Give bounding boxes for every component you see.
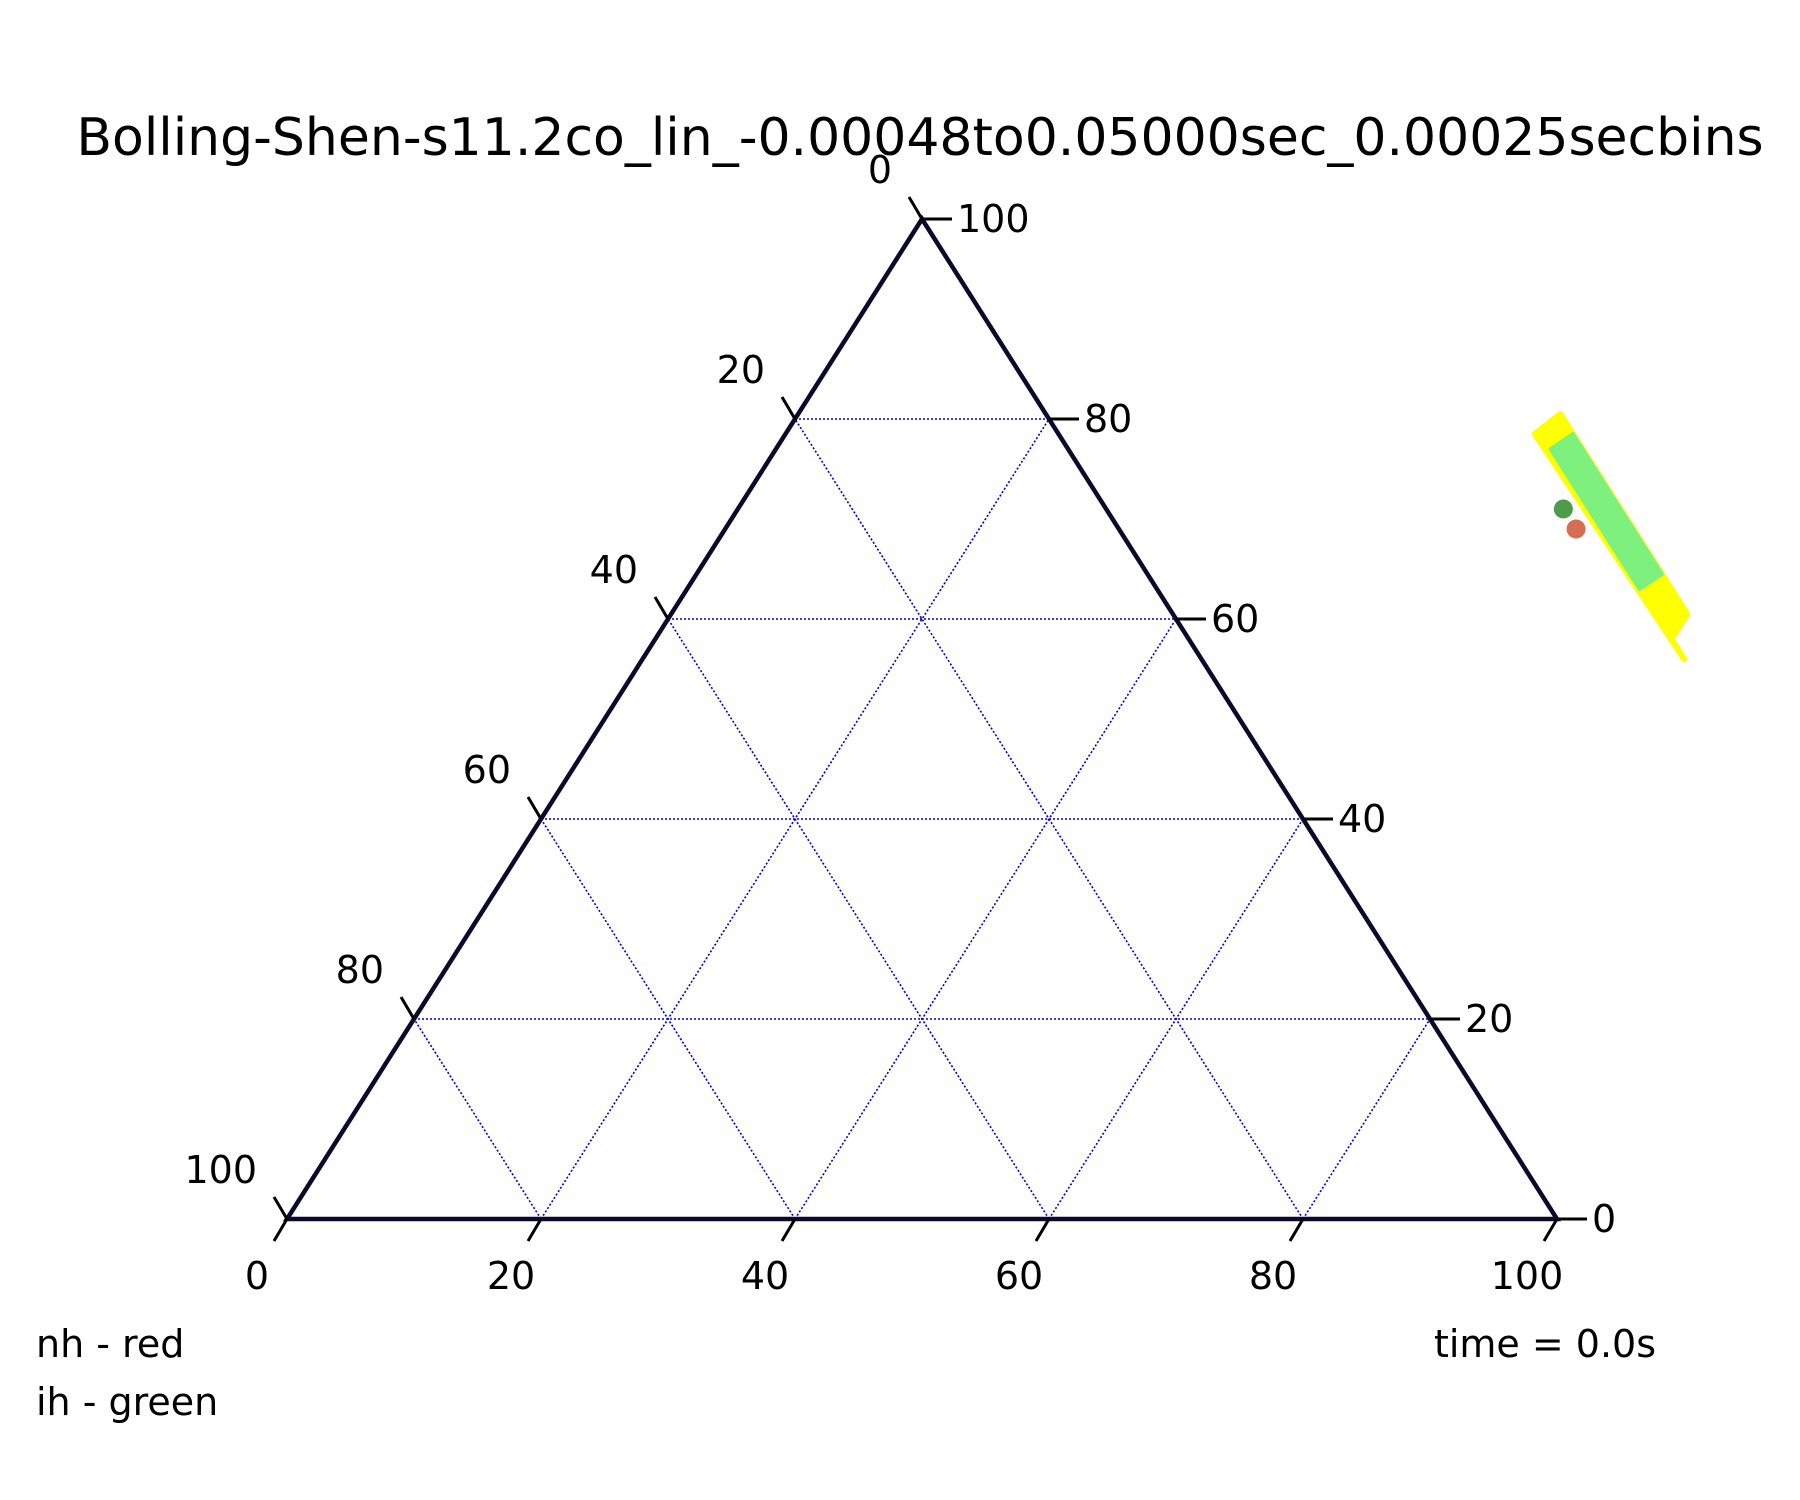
series-1-point-0: [1553, 499, 1573, 519]
grid-line-right-slant-40: [540, 818, 796, 1220]
left-tick-label-80: 80: [336, 948, 384, 992]
bottom-tick-0: [272, 1218, 289, 1242]
chart-title: Bolling-Shen-s11.2co_lin_-0.00048to0.050…: [76, 108, 1763, 168]
right-tick-label-20: 20: [1465, 997, 1513, 1041]
grid-lines: [413, 418, 1431, 1220]
triangle-frame: [282, 214, 1562, 1222]
bottom-tick-40: [780, 1218, 797, 1242]
right-tick-label-80: 80: [1084, 397, 1132, 441]
ih-legend-label: ih - green: [36, 1380, 218, 1424]
left-tick-label-60: 60: [463, 748, 511, 792]
bottom-tick-label-0: 0: [245, 1254, 269, 1298]
bottom-tick-80: [1288, 1218, 1305, 1242]
bottom-tick-label-100: 100: [1491, 1254, 1564, 1298]
bottom-tick-20: [526, 1218, 543, 1242]
bottom-tick-label-60: 60: [995, 1254, 1043, 1298]
right-tick-label-100: 100: [957, 197, 1030, 241]
left-tick-label-20: 20: [717, 348, 765, 392]
left-tick-label-40: 40: [590, 548, 638, 592]
series-0-point-0: [1566, 519, 1586, 539]
left-tick-40: [653, 596, 670, 620]
density-region: [1531, 411, 1691, 662]
left-tick-100: [272, 1196, 289, 1220]
left-tick-20: [780, 396, 797, 420]
bottom-tick-label-40: 40: [741, 1254, 789, 1298]
left-tick-0: [907, 196, 924, 220]
nh-legend-label: nh - red: [36, 1322, 184, 1366]
data-points: [1553, 499, 1586, 539]
right-tick-label-0: 0: [1592, 1197, 1616, 1241]
grid-line-left-slant-80: [1302, 1018, 1431, 1220]
bottom-tick-label-80: 80: [1249, 1254, 1297, 1298]
time-label: time = 0.0s: [1434, 1322, 1656, 1366]
right-tick-label-60: 60: [1211, 597, 1259, 641]
grid-line-left-slant-40: [794, 618, 1177, 1220]
grid-line-right-slant-60: [667, 618, 1050, 1220]
grid-line-right-slant-80: [794, 418, 1304, 1220]
left-tick-60: [526, 796, 543, 820]
left-tick-label-0: 0: [868, 148, 892, 192]
bottom-tick-100: [1542, 1218, 1559, 1242]
left-tick-label-100: 100: [184, 1148, 257, 1192]
axis-ticks: 0 0 100 20 20 80 40 40 60 60 60 40 80 80 20 100 100 0: [184, 148, 1616, 1298]
right-tick-label-40: 40: [1338, 797, 1386, 841]
left-tick-80: [399, 996, 416, 1020]
bottom-tick-label-20: 20: [487, 1254, 535, 1298]
grid-line-right-slant-20: [413, 1018, 542, 1220]
bottom-tick-60: [1034, 1218, 1051, 1242]
density-band-high: [1548, 432, 1664, 591]
